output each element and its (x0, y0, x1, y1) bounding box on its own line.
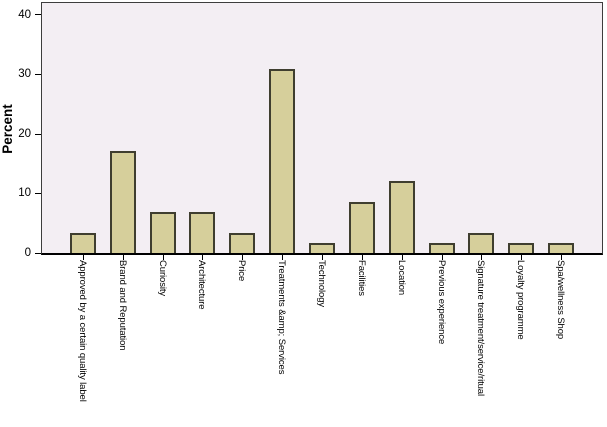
x-tick: Facilities (342, 255, 382, 427)
bar (388, 181, 415, 253)
bar-slot (262, 3, 302, 253)
y-tick-label: 20 (18, 127, 31, 140)
bar (508, 242, 535, 253)
bar (428, 242, 455, 253)
bar (229, 232, 256, 253)
x-tick: Technology (302, 255, 342, 427)
bar-slot (541, 3, 581, 253)
x-category-label: Technology (315, 260, 327, 308)
bar (468, 232, 495, 253)
x-category-label: Loyalty programme (515, 260, 527, 340)
bar (548, 242, 575, 253)
bar (308, 242, 335, 253)
x-tick: Treatments &amp; Services (262, 255, 302, 427)
x-category-label: Location (395, 260, 407, 296)
x-category-label: Spa/wellness Shop (555, 260, 567, 340)
y-tick-mark (35, 252, 41, 254)
bar (109, 150, 136, 253)
x-tick: Signature treatment/service/ritual (461, 255, 501, 427)
bar-slot (63, 3, 103, 253)
x-tick: Architecture (183, 255, 223, 427)
x-category-label: Treatments &amp; Services (276, 260, 288, 375)
bar (69, 232, 96, 253)
x-tick: Approved by a certain quality label (63, 255, 103, 427)
bar-slot (143, 3, 183, 253)
y-tick-label: 0 (24, 247, 31, 259)
x-category-label: Signature treatment/service/ritual (475, 260, 487, 396)
y-tick-mark (35, 14, 41, 16)
x-category-label: Facilities (355, 260, 367, 296)
y-tick-mark (35, 73, 41, 75)
x-category-label: Price (236, 260, 248, 282)
y-tick-label: 10 (18, 187, 31, 200)
bar (269, 68, 296, 253)
x-axis-labels: Approved by a certain quality label Brand… (42, 255, 602, 427)
plot-area (41, 2, 603, 255)
bar-slot (183, 3, 223, 253)
x-category-label: Brand and Reputation (116, 260, 128, 351)
bar-slot (342, 3, 382, 253)
y-tick-label: 40 (18, 8, 31, 21)
y-tick-mark (35, 193, 41, 194)
bar-slot (461, 3, 501, 253)
x-tick: Spa/wellness Shop (541, 255, 581, 427)
x-tick: Loyalty programme (501, 255, 541, 427)
bar-slot (222, 3, 262, 253)
x-tick: Location (382, 255, 422, 427)
x-tick: Curiosity (143, 255, 183, 427)
bars-container (42, 3, 602, 253)
y-tick-mark (35, 133, 41, 135)
bar (149, 211, 176, 253)
bar-slot (103, 3, 143, 253)
y-tick-label: 30 (18, 68, 31, 81)
x-tick: Previous experience (422, 255, 462, 427)
bar (348, 201, 375, 253)
bar-slot (501, 3, 541, 253)
x-category-label: Architecture (196, 260, 208, 310)
x-tick: Price (222, 255, 262, 427)
x-category-label: Approved by a certain quality label (76, 260, 88, 402)
bar-slot (422, 3, 462, 253)
x-category-label: Curiosity (156, 260, 168, 297)
x-category-label: Previous experience (435, 260, 447, 345)
bar-slot (302, 3, 342, 253)
x-tick: Brand and Reputation (103, 255, 143, 427)
bar-slot (382, 3, 422, 253)
bar (189, 211, 216, 253)
